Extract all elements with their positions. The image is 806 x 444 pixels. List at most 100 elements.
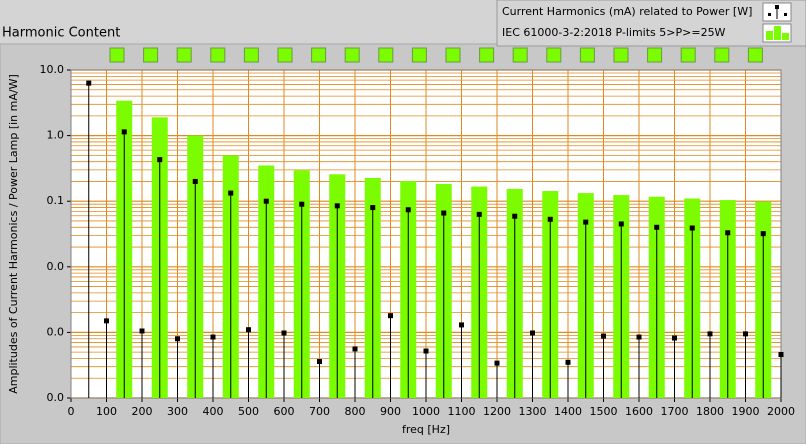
marker	[388, 313, 393, 319]
marker	[210, 334, 216, 340]
indicator	[109, 47, 125, 63]
marker	[139, 328, 145, 334]
marker	[334, 203, 340, 209]
chart-title: Harmonic Content	[2, 26, 120, 41]
marker	[601, 333, 606, 339]
indicator-row	[109, 47, 763, 63]
indicator	[411, 47, 427, 63]
marker	[121, 129, 127, 135]
marker	[441, 210, 447, 216]
x-tick-label: 1200	[483, 405, 511, 418]
marker	[636, 334, 642, 340]
indicator	[647, 47, 663, 63]
indicator	[546, 47, 562, 63]
x-tick-label: 1800	[696, 405, 724, 418]
indicator	[479, 47, 495, 63]
marker	[565, 359, 571, 365]
y-axis-label: Amplitudes of Current Harmonics / Power …	[7, 74, 20, 394]
marker	[760, 231, 766, 237]
marker	[86, 80, 92, 86]
indicator	[243, 47, 259, 63]
indicator	[680, 47, 696, 63]
marker	[689, 225, 695, 231]
marker	[707, 331, 713, 337]
marker	[104, 318, 109, 324]
marker	[370, 205, 376, 211]
marker	[530, 330, 535, 336]
marker	[512, 213, 518, 219]
marker	[317, 359, 322, 365]
x-tick-label: 900	[380, 405, 401, 418]
x-tick-label: 0	[68, 405, 75, 418]
indicator	[512, 47, 528, 63]
indicator	[143, 47, 159, 63]
indicator	[747, 47, 763, 63]
x-tick-label: 300	[167, 405, 188, 418]
legend-icon	[774, 26, 781, 40]
marker	[476, 211, 482, 217]
legend-icon	[782, 33, 789, 40]
marker	[672, 335, 677, 341]
marker	[547, 216, 553, 222]
x-tick-label: 1900	[732, 405, 760, 418]
marker	[246, 327, 251, 333]
marker	[352, 346, 358, 352]
marker	[299, 201, 305, 207]
y-tick-label: 0.0	[47, 260, 65, 273]
x-tick-label: 800	[345, 405, 366, 418]
x-tick-label: 500	[238, 405, 259, 418]
indicator	[311, 47, 327, 63]
legend-icon	[768, 13, 771, 16]
x-tick-label: 600	[274, 405, 295, 418]
y-tick-label: 0.0	[47, 391, 65, 404]
marker	[405, 207, 411, 213]
indicator	[210, 47, 226, 63]
x-tick-label: 1500	[590, 405, 618, 418]
marker	[263, 198, 269, 204]
marker	[743, 331, 748, 337]
indicator	[579, 47, 595, 63]
indicator	[277, 47, 293, 63]
x-tick-label: 700	[309, 405, 330, 418]
marker	[725, 230, 731, 236]
x-tick-label: 1600	[625, 405, 653, 418]
x-tick-label: 1300	[519, 405, 547, 418]
x-tick-label: 1000	[412, 405, 440, 418]
legend	[496, 0, 806, 47]
indicator	[714, 47, 730, 63]
legend-label: Current Harmonics (mA) related to Power …	[502, 5, 752, 18]
marker	[423, 348, 429, 354]
marker	[654, 224, 660, 230]
x-tick-label: 2000	[767, 405, 795, 418]
legend-icon	[766, 31, 773, 40]
marker	[157, 157, 163, 163]
x-tick-label: 200	[132, 405, 153, 418]
indicator	[445, 47, 461, 63]
marker	[778, 352, 784, 358]
marker	[583, 219, 589, 225]
x-tick-label: 1100	[448, 405, 476, 418]
x-tick-label: 1400	[554, 405, 582, 418]
y-tick-label: 1.0	[47, 129, 65, 142]
x-tick-label: 400	[203, 405, 224, 418]
marker	[175, 336, 180, 342]
indicator	[613, 47, 629, 63]
marker	[281, 330, 287, 336]
marker	[228, 190, 234, 196]
legend-label: IEC 61000-3-2:2018 P-limits 5>P>=25W	[502, 26, 726, 39]
marker	[618, 221, 624, 227]
indicator	[344, 47, 360, 63]
y-tick-label: 0.1	[47, 194, 65, 207]
marker	[459, 322, 464, 328]
x-tick-label: 1700	[661, 405, 689, 418]
x-axis-label: freq [Hz]	[402, 423, 450, 436]
legend-icon	[784, 13, 787, 16]
indicator	[378, 47, 394, 63]
legend-icon	[775, 5, 779, 9]
marker	[192, 178, 198, 184]
marker	[494, 360, 500, 366]
indicator	[176, 47, 192, 63]
x-tick-label: 100	[96, 405, 117, 418]
y-tick-label: 10.0	[40, 63, 65, 76]
